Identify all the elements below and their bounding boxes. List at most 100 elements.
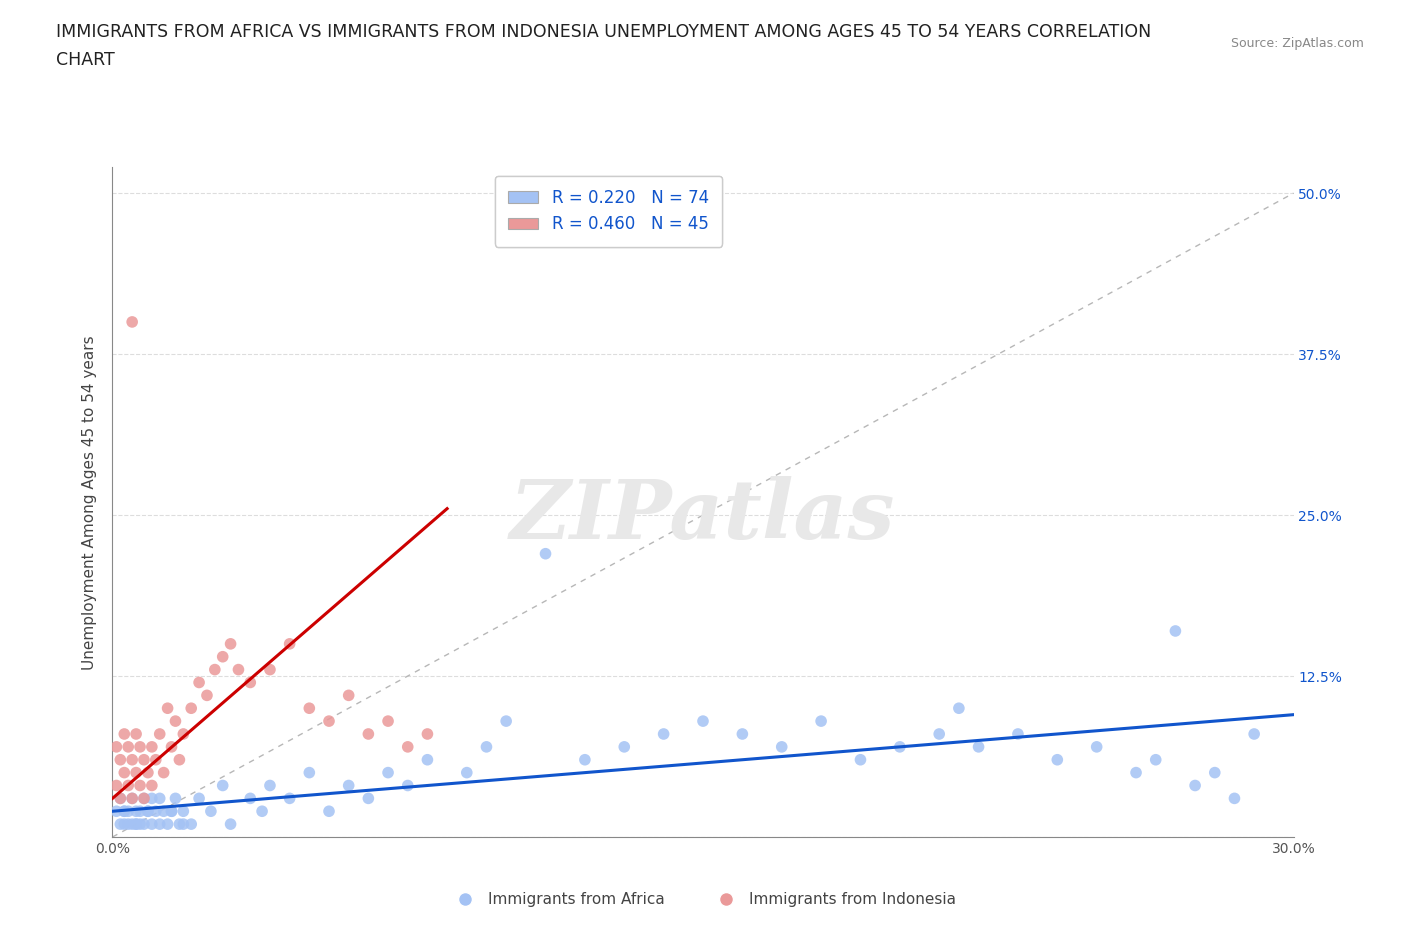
Point [112, 765, 135, 780]
Point [180, 817, 202, 831]
Point [125, 804, 148, 818]
Point [298, 701, 321, 716]
Legend: Immigrants from Africa, Immigrants from Indonesia: Immigrants from Africa, Immigrants from … [444, 886, 962, 913]
Point [121, 790, 143, 805]
Point [180, 701, 202, 716]
Point [129, 739, 152, 754]
Point [357, 726, 380, 741]
Point [396, 778, 419, 793]
Point [112, 726, 135, 741]
Point [475, 739, 498, 754]
Point [204, 662, 226, 677]
Y-axis label: Unemployment Among Ages 45 to 54 years: Unemployment Among Ages 45 to 54 years [82, 335, 97, 670]
Point [129, 817, 152, 831]
Point [117, 778, 139, 793]
Point [117, 739, 139, 754]
Point [1243, 726, 1265, 741]
Point [849, 752, 872, 767]
Point [156, 817, 179, 831]
Point [132, 817, 155, 831]
Point [172, 726, 194, 741]
Point [110, 817, 132, 831]
Point [574, 752, 596, 767]
Text: Source: ZipAtlas.com: Source: ZipAtlas.com [1230, 37, 1364, 50]
Point [534, 546, 557, 561]
Point [337, 778, 360, 793]
Point [165, 790, 187, 805]
Point [692, 713, 714, 728]
Point [928, 726, 950, 741]
Point [219, 636, 242, 651]
Text: CHART: CHART [56, 51, 115, 69]
Point [112, 804, 135, 818]
Point [318, 804, 340, 818]
Point [132, 790, 155, 805]
Point [145, 752, 167, 767]
Point [188, 790, 211, 805]
Point [278, 790, 301, 805]
Point [110, 752, 132, 767]
Point [172, 804, 194, 818]
Legend: R = 0.220   N = 74, R = 0.460   N = 45: R = 0.220 N = 74, R = 0.460 N = 45 [495, 176, 723, 246]
Point [160, 804, 183, 818]
Point [1184, 778, 1206, 793]
Point [132, 752, 155, 767]
Point [169, 752, 191, 767]
Point [195, 688, 218, 703]
Point [110, 790, 132, 805]
Point [129, 804, 152, 818]
Point [132, 790, 155, 805]
Point [396, 739, 419, 754]
Point [188, 675, 211, 690]
Point [136, 804, 159, 818]
Point [810, 713, 832, 728]
Point [211, 649, 233, 664]
Point [121, 817, 143, 831]
Point [121, 752, 143, 767]
Point [1046, 752, 1069, 767]
Point [1007, 726, 1029, 741]
Point [110, 790, 132, 805]
Point [160, 739, 183, 754]
Point [145, 804, 167, 818]
Point [117, 817, 139, 831]
Text: ZIPatlas: ZIPatlas [510, 475, 896, 555]
Point [652, 726, 675, 741]
Point [456, 765, 478, 780]
Point [129, 778, 152, 793]
Point [121, 314, 143, 329]
Point [228, 662, 250, 677]
Point [165, 713, 187, 728]
Point [141, 817, 163, 831]
Point [416, 752, 439, 767]
Point [136, 765, 159, 780]
Point [160, 804, 183, 818]
Point [156, 701, 179, 716]
Point [357, 790, 380, 805]
Point [125, 726, 148, 741]
Text: IMMIGRANTS FROM AFRICA VS IMMIGRANTS FROM INDONESIA UNEMPLOYMENT AMONG AGES 45 T: IMMIGRANTS FROM AFRICA VS IMMIGRANTS FRO… [56, 23, 1152, 41]
Point [259, 662, 281, 677]
Point [731, 726, 754, 741]
Point [948, 701, 970, 716]
Point [211, 778, 233, 793]
Point [239, 790, 262, 805]
Point [149, 790, 172, 805]
Point [172, 817, 194, 831]
Point [377, 713, 399, 728]
Point [112, 817, 135, 831]
Point [770, 739, 793, 754]
Point [136, 804, 159, 818]
Point [889, 739, 911, 754]
Point [105, 778, 128, 793]
Point [105, 739, 128, 754]
Point [377, 765, 399, 780]
Point [239, 675, 262, 690]
Point [152, 765, 174, 780]
Point [141, 790, 163, 805]
Point [141, 778, 163, 793]
Point [121, 790, 143, 805]
Point [112, 804, 135, 818]
Point [125, 817, 148, 831]
Point [149, 817, 172, 831]
